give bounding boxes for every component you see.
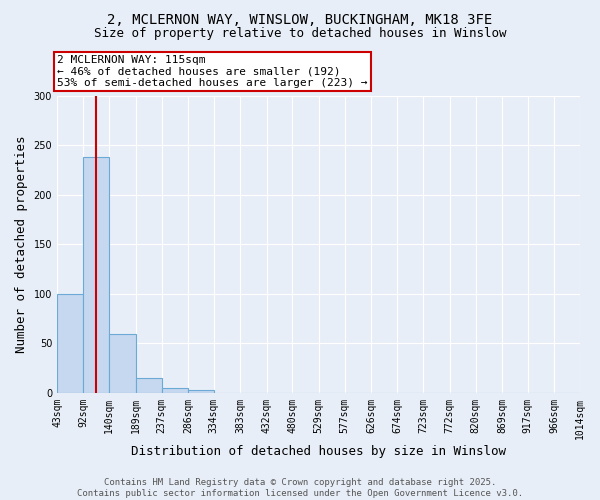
X-axis label: Distribution of detached houses by size in Winslow: Distribution of detached houses by size … — [131, 444, 506, 458]
Text: Contains HM Land Registry data © Crown copyright and database right 2025.
Contai: Contains HM Land Registry data © Crown c… — [77, 478, 523, 498]
Bar — [83, 158, 109, 393]
Bar — [57, 294, 83, 393]
Text: 2, MCLERNON WAY, WINSLOW, BUCKINGHAM, MK18 3FE: 2, MCLERNON WAY, WINSLOW, BUCKINGHAM, MK… — [107, 12, 493, 26]
Bar — [188, 390, 214, 393]
Bar — [109, 334, 136, 393]
Text: 2 MCLERNON WAY: 115sqm
← 46% of detached houses are smaller (192)
53% of semi-de: 2 MCLERNON WAY: 115sqm ← 46% of detached… — [57, 55, 368, 88]
Text: Size of property relative to detached houses in Winslow: Size of property relative to detached ho… — [94, 28, 506, 40]
Bar — [136, 378, 161, 393]
Bar — [161, 388, 188, 393]
Y-axis label: Number of detached properties: Number of detached properties — [15, 136, 28, 353]
